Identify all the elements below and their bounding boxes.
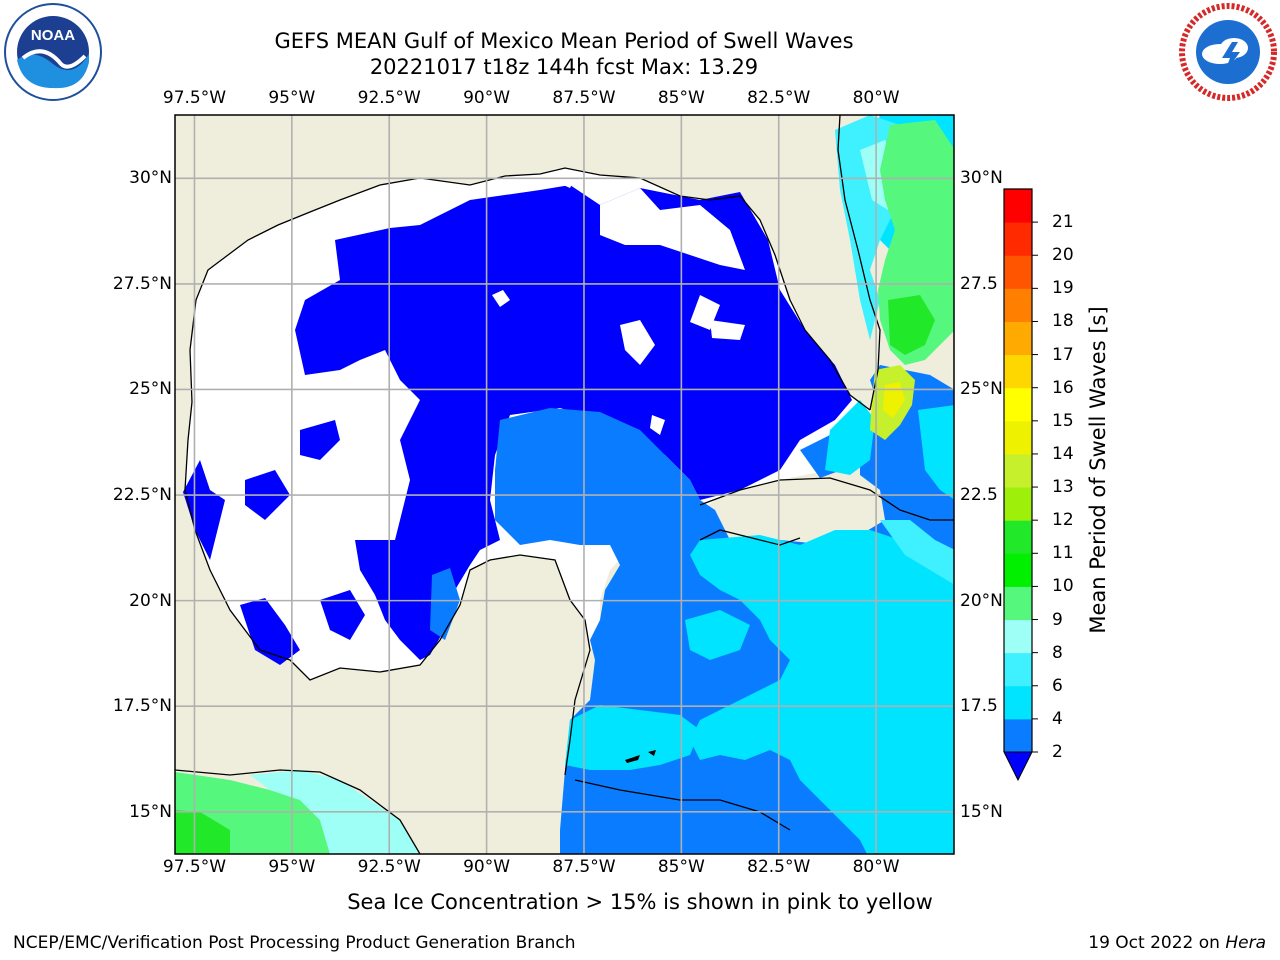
lon-label-top: 92.5°W xyxy=(357,88,421,108)
colorbar-tick-label: 6 xyxy=(1052,675,1063,696)
colorbar-tick-label: 10 xyxy=(1052,576,1074,597)
lat-label-right: 15°N xyxy=(960,801,1003,822)
lat-label-left: 20°N xyxy=(129,590,172,611)
noaa-logo-text: NOAA xyxy=(31,27,75,44)
colorbar-swatch xyxy=(1004,387,1032,422)
lon-label-bottom: 82.5°W xyxy=(747,857,811,877)
lon-label-top: 90°W xyxy=(463,88,511,108)
colorbar-tick-label: 17 xyxy=(1052,344,1074,365)
lon-label-top: 87.5°W xyxy=(552,88,616,108)
lat-label-right: 17.5 xyxy=(960,696,998,717)
lat-label-left: 27.5°N xyxy=(112,273,172,294)
lon-label-bottom: 90°W xyxy=(463,857,511,877)
colorbar-swatch xyxy=(1004,189,1032,223)
lon-label-bottom: 80°W xyxy=(852,857,900,877)
lat-label-right: 20°N xyxy=(960,590,1003,611)
colorbar-tick-label: 11 xyxy=(1052,543,1074,564)
graticule xyxy=(175,115,954,854)
lon-label-bottom: 97.5°W xyxy=(162,857,227,877)
footer-right: 19 Oct 2022 on Hera xyxy=(1088,933,1266,953)
colorbar-swatch xyxy=(1004,288,1032,322)
colorbar-swatch xyxy=(1004,354,1032,389)
colorbar-tick-label: 21 xyxy=(1052,212,1074,233)
colorbar-tick-label: 15 xyxy=(1052,410,1074,431)
colorbar-swatch xyxy=(1004,553,1032,587)
colorbar-tick-label: 16 xyxy=(1052,377,1074,398)
colorbar-tick-label: 8 xyxy=(1052,642,1063,663)
colorbar-swatch xyxy=(1004,685,1032,720)
colorbar-swatch xyxy=(1004,718,1032,753)
coastline xyxy=(175,115,954,854)
colorbar-tick-label: 19 xyxy=(1052,278,1074,299)
lon-label-top: 80°W xyxy=(852,88,900,108)
colorbar-swatch xyxy=(1004,222,1032,256)
lon-label-bottom: 85°W xyxy=(657,857,705,877)
colorbar-tick-label: 14 xyxy=(1052,443,1074,464)
lon-label-top: 82.5°W xyxy=(747,88,811,108)
colorbar-swatch xyxy=(1004,420,1032,455)
lat-label-left: 15°N xyxy=(129,801,172,822)
lat-label-left: 22.5°N xyxy=(112,485,172,506)
colorbar-tick-label: 13 xyxy=(1052,477,1074,498)
footer-host: Hera xyxy=(1225,933,1266,953)
lat-label-left: 25°N xyxy=(129,379,172,400)
colorbar-tick-label: 9 xyxy=(1052,609,1063,630)
colorbar-tick-label: 4 xyxy=(1052,708,1063,729)
colorbar-swatch xyxy=(1004,619,1032,654)
lat-label-right: 22.5 xyxy=(960,485,998,506)
colorbar-swatch xyxy=(1004,586,1032,621)
lon-label-top: 85°W xyxy=(657,88,705,108)
lon-label-top: 97.5°W xyxy=(162,88,227,108)
colorbar-swatch xyxy=(1004,321,1032,356)
colorbar-swatch xyxy=(1004,520,1032,554)
lon-label-top: 95°W xyxy=(268,88,316,108)
colorbar-tick-label: 18 xyxy=(1052,311,1074,332)
swell-4-6s xyxy=(690,530,954,854)
map-subtitle: 20221017 t18z 144h fcst Max: 13.29 xyxy=(369,55,759,79)
nws-logo-icon xyxy=(1179,3,1277,101)
footer-left: NCEP/EMC/Verification Post Processing Pr… xyxy=(13,933,576,953)
lat-label-right: 27.5 xyxy=(960,273,998,294)
noaa-logo-icon: NOAA xyxy=(4,3,102,101)
colorbar-swatch xyxy=(1004,453,1032,488)
colorbar-tick-label: 2 xyxy=(1052,742,1063,762)
colorbar-swatch xyxy=(1004,487,1032,521)
lat-label-right: 30°N xyxy=(960,168,1003,189)
lon-label-bottom: 87.5°W xyxy=(552,857,616,877)
map-frame xyxy=(174,114,955,855)
colorbar-tick-label: 20 xyxy=(1052,245,1074,266)
lon-label-bottom: 95°W xyxy=(268,857,316,877)
colorbar-swatch xyxy=(1004,255,1032,289)
lon-label-bottom: 92.5°W xyxy=(357,857,421,877)
lat-label-right: 25°N xyxy=(960,379,1003,400)
map-title: GEFS MEAN Gulf of Mexico Mean Period of … xyxy=(274,29,854,53)
colorbar-title: Mean Period of Swell Waves [s] xyxy=(1086,306,1110,634)
colorbar-tick-label: 12 xyxy=(1052,510,1074,531)
colorbar-under-arrow xyxy=(1003,751,1033,782)
footer-date: 19 Oct 2022 on xyxy=(1088,933,1226,953)
sea-ice-caption: Sea Ice Concentration > 15% is shown in … xyxy=(347,890,933,914)
colorbar-frame xyxy=(1003,188,1033,752)
colorbar-swatch xyxy=(1004,652,1032,687)
lat-label-left: 30°N xyxy=(129,168,172,189)
lat-label-left: 17.5°N xyxy=(112,696,172,717)
